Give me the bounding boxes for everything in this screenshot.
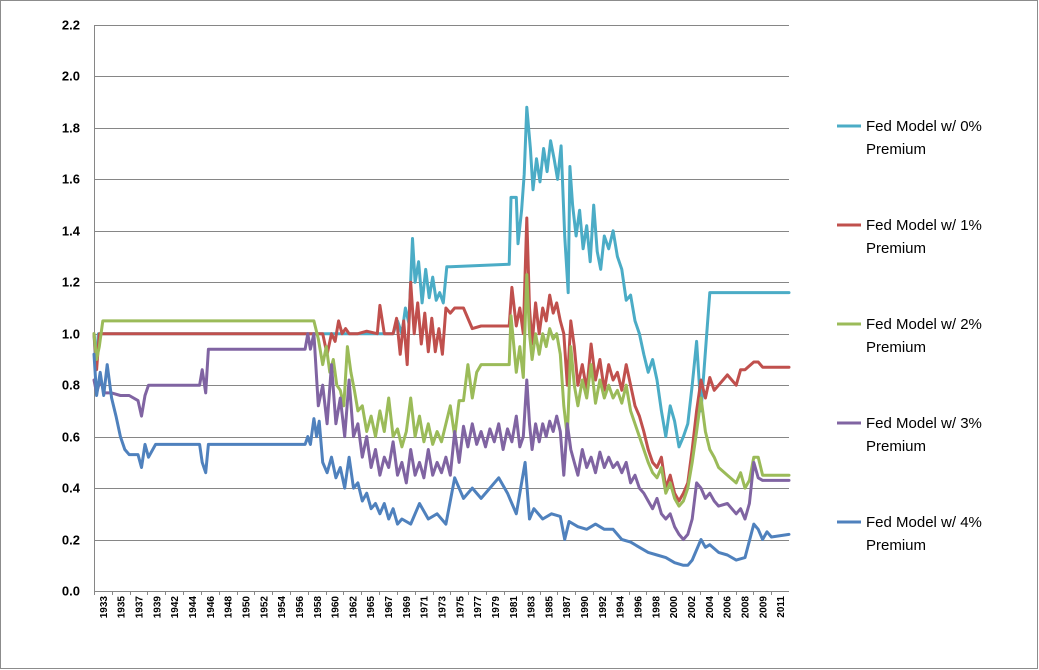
x-tick-label: 1948 (224, 596, 235, 619)
y-tick-label: 0.4 (62, 481, 81, 496)
y-tick-label: 0.2 (62, 533, 80, 548)
y-tick-label: 0.0 (62, 584, 80, 599)
x-tick-label: 1967 (384, 596, 395, 619)
x-tick-label: 1983 (527, 596, 538, 619)
y-tick-label: 1.0 (62, 327, 80, 342)
x-tick-label: 1977 (473, 596, 484, 619)
x-tick-label: 1942 (170, 596, 181, 619)
y-tick-label: 1.4 (62, 224, 81, 239)
x-tick-label: 2011 (776, 596, 787, 618)
x-tick-label: 1979 (491, 596, 502, 619)
x-tick-label: 1944 (188, 596, 199, 619)
x-tick-label: 1969 (402, 596, 413, 619)
y-tick-label: 0.8 (62, 378, 80, 393)
y-tick-label: 1.2 (62, 275, 80, 290)
x-tick-label: 1973 (438, 596, 449, 619)
x-tick-label: 2000 (669, 596, 680, 619)
x-tick-label: 2002 (687, 596, 698, 619)
x-tick-label: 1933 (99, 596, 110, 619)
legend-label: Fed Model w/ 0% Premium (866, 118, 982, 158)
x-tick-label: 1935 (117, 596, 128, 619)
x-tick-label: 1939 (152, 596, 163, 619)
x-tick-label: 1998 (651, 596, 662, 619)
legend-label: Fed Model w/ 4% Premium (866, 514, 982, 554)
legend-label: Fed Model w/ 1% Premium (866, 217, 982, 257)
x-tick-label: 1954 (277, 596, 288, 619)
series-line-2 (92, 273, 791, 508)
x-tick-label: 1994 (616, 596, 627, 619)
series-line-0 (92, 105, 791, 449)
x-tick-label: 1985 (544, 596, 555, 619)
x-tick-label: 2009 (758, 596, 769, 619)
x-tick-label: 1946 (206, 596, 217, 619)
x-tick-label: 1971 (420, 596, 431, 619)
series-lines (92, 105, 791, 567)
legend: Fed Model w/ 0% Premium Fed Model w/ 1% Pre… (837, 118, 982, 554)
y-tick-label: 2.2 (62, 18, 80, 33)
axes (94, 25, 789, 595)
x-tick-label: 1990 (580, 596, 591, 619)
x-axis-tick-labels: 1933 1935 1937 1939 1942 1944 1946 1948 1950 1952… (99, 596, 787, 619)
x-tick-label: 2006 (723, 596, 734, 619)
series-line-3 (92, 332, 791, 541)
x-tick-label: 1996 (634, 596, 645, 619)
x-tick-label: 1960 (331, 596, 342, 619)
y-tick-label: 1.6 (62, 172, 80, 187)
legend-label: Fed Model w/ 2% Premium (866, 316, 982, 356)
x-tick-label: 1962 (348, 596, 359, 619)
x-tick-label: 1975 (455, 596, 466, 619)
series-line-1 (92, 216, 791, 503)
y-tick-label: 2.0 (62, 69, 80, 84)
x-tick-label: 2008 (740, 596, 751, 619)
gridlines (94, 25, 789, 541)
x-tick-label: 1965 (366, 596, 377, 619)
legend-label: Fed Model w/ 3% Premium (866, 415, 982, 455)
x-tick-label: 2004 (705, 596, 716, 619)
x-tick-label: 1937 (135, 596, 146, 619)
series-line-4 (92, 352, 791, 567)
x-tick-label: 1950 (241, 596, 252, 619)
y-tick-label: 0.6 (62, 430, 80, 445)
x-tick-label: 1987 (562, 596, 573, 619)
x-tick-label: 1992 (598, 596, 609, 619)
x-tick-label: 1958 (313, 596, 324, 619)
x-tick-label: 1981 (509, 596, 520, 619)
x-tick-label: 1956 (295, 596, 306, 619)
y-axis-tick-labels: 0.0 0.2 0.4 0.6 0.8 1.0 1.2 1.4 1.6 1.8 2.0 2.2 (62, 18, 81, 599)
x-tick-label: 1952 (259, 596, 270, 619)
y-tick-label: 1.8 (62, 121, 80, 136)
